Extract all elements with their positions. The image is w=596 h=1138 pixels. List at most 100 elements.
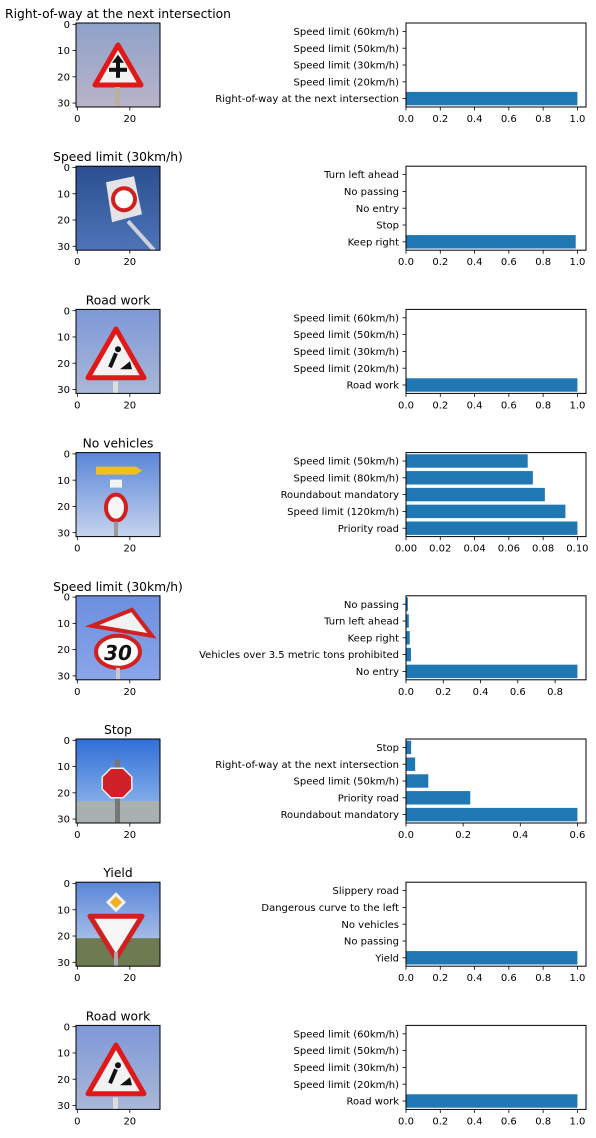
image-xtick-label: 0	[74, 973, 80, 984]
bar-xtick-label: 0.2	[432, 257, 448, 268]
image-frame	[75, 738, 161, 824]
bar	[406, 757, 416, 771]
image-frame	[75, 165, 161, 251]
bar-xtick-label: 0.8	[535, 1116, 551, 1127]
worker-body	[108, 1068, 118, 1085]
category-label: Speed limit (20km/h)	[294, 364, 400, 375]
image-ytick-label: 30	[57, 242, 70, 253]
white-plate	[110, 479, 122, 488]
image-ytick-label: 0	[64, 163, 70, 174]
image-title: Right-of-way at the next intersection	[5, 7, 231, 21]
image-title: Speed limit (30km/h)	[53, 580, 183, 594]
category-label: Roundabout mandatory	[281, 810, 400, 821]
worker-head	[115, 346, 121, 353]
bar	[406, 454, 528, 468]
bar-xtick-label: 0.2	[435, 687, 451, 698]
bar-axes-frame	[405, 595, 587, 681]
bar-xtick-label: 0.6	[501, 1116, 517, 1127]
bar	[406, 378, 578, 392]
image-xtick-label: 20	[123, 400, 136, 411]
photo	[76, 882, 160, 967]
bar-axes-frame	[405, 165, 587, 251]
category-label: Keep right	[348, 237, 399, 248]
image-ytick-label: 20	[57, 359, 70, 370]
bar-xtick-label: 0.6	[510, 687, 526, 698]
image-ytick-label: 30	[57, 528, 70, 539]
category-label: Speed limit (60km/h)	[294, 313, 400, 324]
image-ytick-label: 20	[57, 216, 70, 227]
category-label: No entry	[356, 667, 399, 678]
bar-xtick-label: 0.4	[467, 257, 483, 268]
bar	[406, 91, 578, 106]
bar-xtick-label: 0.6	[501, 400, 517, 411]
image-frame	[75, 308, 161, 394]
category-label: Speed limit (60km/h)	[294, 27, 400, 38]
bar-xtick-label: 0.4	[467, 400, 483, 411]
bar-xtick-label: 1.0	[569, 400, 585, 411]
image-xtick-label: 20	[123, 830, 136, 841]
image-ytick-label: 20	[57, 1075, 70, 1086]
pole	[114, 952, 118, 967]
bar-xtick-label: 0.8	[547, 687, 563, 698]
category-label: Speed limit (60km/h)	[294, 1029, 400, 1040]
image-ytick-label: 20	[57, 502, 70, 513]
yield-triangle	[87, 913, 145, 961]
image-ytick-label: 10	[57, 476, 70, 487]
pole	[115, 87, 120, 107]
row-5: Speed limit (30km/h) 30 0 10 20 30 0 20 No entry…	[53, 580, 587, 698]
yield-sign-icon	[75, 881, 161, 967]
image-title: Road work	[86, 293, 151, 307]
round-sign	[104, 492, 128, 523]
image-ytick-label: 30	[57, 671, 70, 682]
category-label: Turn left ahead	[323, 170, 399, 181]
bar	[406, 471, 533, 485]
bar-xtick-label: 0.00	[395, 544, 417, 555]
bar-xtick-label: 0.4	[467, 973, 483, 984]
bar	[406, 1094, 578, 1108]
row-7: Yield 0 10 20 30 0 20 Yield No passing No vehicle…	[57, 866, 587, 984]
category-label: Keep right	[348, 633, 399, 644]
bar	[406, 740, 412, 755]
image-xtick-label: 0	[74, 114, 80, 125]
bar-xtick-label: 0.02	[429, 544, 451, 555]
row-3: Road work 0 10 20 30 0 20 Road work Speed limit …	[57, 293, 587, 411]
bar-xtick-label: 1.0	[569, 973, 585, 984]
photo: 30	[76, 595, 160, 680]
image-frame	[75, 1024, 161, 1110]
worker-pile	[120, 1077, 132, 1086]
image-ytick-label: 30	[57, 1101, 70, 1112]
image-title: No vehicles	[83, 437, 154, 451]
category-label: Speed limit (50km/h)	[294, 330, 400, 341]
category-label: No vehicles	[341, 920, 399, 931]
cross-arrow	[112, 54, 124, 63]
triangle-sign	[84, 607, 157, 639]
image-xtick-label: 20	[123, 973, 136, 984]
image-title: Yield	[102, 866, 132, 880]
image-ytick-label: 20	[57, 645, 70, 656]
bar	[406, 774, 429, 788]
category-label: Speed limit (20km/h)	[294, 77, 400, 88]
image-ytick-label: 10	[57, 46, 70, 57]
bar-xtick-label: 0.2	[432, 400, 448, 411]
bar-xtick-label: 0.10	[566, 544, 588, 555]
category-label: Yield	[374, 953, 399, 964]
bar-xtick-label: 1.0	[569, 1116, 585, 1127]
bar-xtick-label: 1.0	[569, 257, 585, 268]
bar-xtick-label: 0.0	[398, 830, 414, 841]
photo	[76, 23, 160, 107]
bar-xtick-label: 0.4	[467, 114, 483, 125]
bar-xtick-label: 0.4	[467, 1116, 483, 1127]
bar-xtick-label: 0.6	[501, 114, 517, 125]
bar	[406, 791, 471, 805]
image-ytick-label: 10	[57, 619, 70, 630]
bar-xtick-label: 0.6	[501, 257, 517, 268]
warning-triangle-crossroads-icon	[75, 22, 161, 108]
image-ytick-label: 10	[57, 189, 70, 200]
category-label: No passing	[344, 937, 399, 948]
image-xtick-label: 0	[74, 544, 80, 555]
yellow-arrow-board	[96, 466, 142, 475]
bar-xtick-label: 0.2	[432, 973, 448, 984]
bar	[406, 951, 578, 965]
